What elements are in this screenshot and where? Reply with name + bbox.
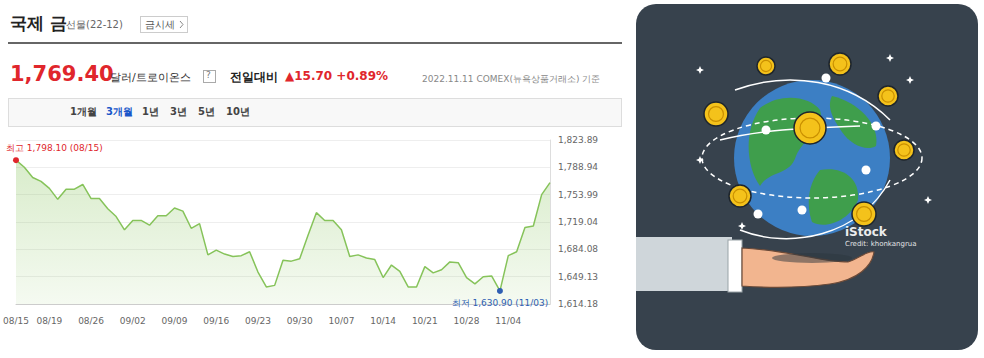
svg-text:최저 1,630.90 (11/03): 최저 1,630.90 (11/03) — [452, 298, 549, 308]
svg-text:09/09: 09/09 — [162, 316, 188, 326]
svg-text:1,684.08: 1,684.08 — [558, 244, 598, 254]
svg-text:iStock: iStock — [845, 225, 888, 239]
html-text:3개월: 3개월 — [106, 106, 133, 117]
html-text:2022.11.11 COMEX(뉴욕상품거래소) 기준: 2022.11.11 COMEX(뉴욕상품거래소) 기준 — [422, 74, 601, 84]
svg-text:1,719.04: 1,719.04 — [558, 217, 598, 227]
svg-text:Credit: khonkangrua: Credit: khonkangrua — [845, 240, 917, 248]
svg-text:1,788.94: 1,788.94 — [558, 162, 598, 172]
svg-text:08/15: 08/15 — [3, 316, 29, 326]
html-text:국제 금선물(22-12): 국제 금선물(22-12) — [10, 13, 123, 33]
svg-text:09/16: 09/16 — [203, 316, 229, 326]
svg-text:10/07: 10/07 — [328, 316, 354, 326]
html-text:10년: 10년 — [226, 106, 250, 117]
svg-text:08/26: 08/26 — [78, 316, 104, 326]
svg-text:최고 1,798.10 (08/15): 최고 1,798.10 (08/15) — [6, 143, 103, 153]
svg-text:10/14: 10/14 — [370, 316, 396, 326]
html-text:3년: 3년 — [170, 106, 187, 117]
svg-text:09/02: 09/02 — [120, 316, 146, 326]
svg-text:09/23: 09/23 — [245, 316, 271, 326]
svg-text:1,649.13: 1,649.13 — [558, 272, 598, 282]
svg-text:1,823.89: 1,823.89 — [558, 135, 598, 145]
html-text:1년: 1년 — [142, 106, 159, 117]
svg-text:11/04: 11/04 — [495, 316, 521, 326]
svg-text:1,614.18: 1,614.18 — [558, 299, 598, 309]
svg-text:10/21: 10/21 — [412, 316, 438, 326]
svg-text:08/19: 08/19 — [36, 316, 62, 326]
html-text:5년: 5년 — [198, 106, 215, 117]
html-text:달러/트로이온스: 달러/트로이온스 — [110, 71, 191, 84]
html-text:금시세: 금시세 — [145, 19, 175, 30]
html-text:1개월: 1개월 — [70, 106, 97, 117]
svg-text:1,753.99: 1,753.99 — [558, 190, 598, 200]
html-text:1,769.40: 1,769.40 — [10, 62, 114, 86]
svg-text:09/30: 09/30 — [287, 316, 313, 326]
html-text:▲15.70 +0.89%: ▲15.70 +0.89% — [285, 69, 389, 83]
html-text:전일대비: 전일대비 — [230, 70, 278, 84]
svg-text:10/28: 10/28 — [454, 316, 480, 326]
